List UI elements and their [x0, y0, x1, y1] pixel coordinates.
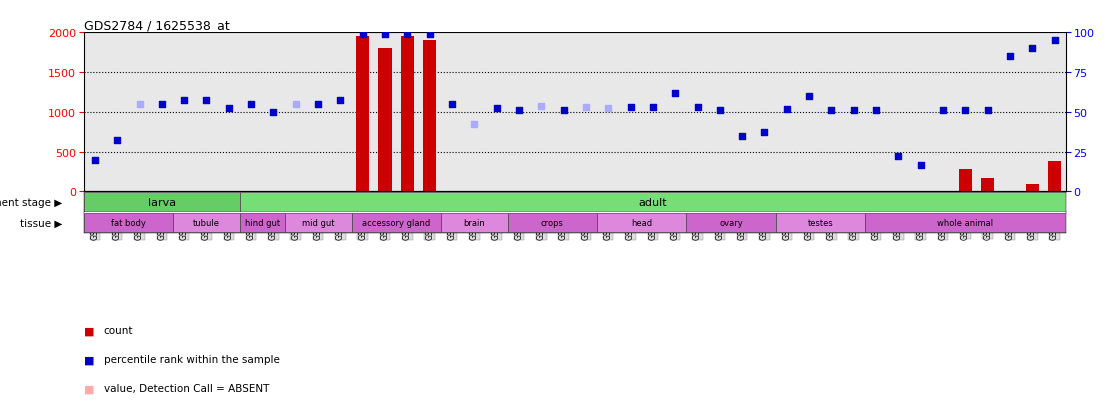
Point — [131, 101, 148, 108]
Point — [264, 109, 282, 116]
Text: whole animal: whole animal — [937, 218, 993, 228]
Point — [510, 108, 528, 114]
Bar — [686, 213, 776, 233]
Point — [956, 108, 974, 114]
Text: accessory gland: accessory gland — [362, 218, 431, 228]
Bar — [84, 192, 240, 212]
Bar — [240, 213, 285, 233]
Text: ■: ■ — [84, 325, 94, 335]
Text: development stage ▶: development stage ▶ — [0, 197, 62, 207]
Point — [443, 101, 461, 108]
Point — [644, 104, 662, 111]
Text: larva: larva — [147, 197, 176, 207]
Text: ■: ■ — [84, 354, 94, 364]
Text: tubule: tubule — [193, 218, 220, 228]
Point — [532, 104, 550, 110]
Point — [867, 108, 885, 114]
Bar — [423, 41, 436, 192]
Point — [287, 101, 305, 108]
Point — [376, 31, 394, 38]
Point — [689, 104, 706, 111]
Bar — [378, 49, 392, 192]
Text: percentile rank within the sample: percentile rank within the sample — [104, 354, 280, 364]
Point — [108, 137, 126, 144]
Bar — [981, 178, 994, 192]
Point — [309, 101, 327, 108]
Bar — [441, 213, 508, 233]
Point — [555, 108, 573, 114]
Bar — [356, 37, 369, 192]
Point — [1046, 38, 1064, 44]
Bar — [84, 213, 173, 233]
Bar — [597, 213, 686, 233]
Bar — [240, 192, 1066, 212]
Text: count: count — [104, 325, 133, 335]
Text: hind gut: hind gut — [244, 218, 280, 228]
Bar — [508, 213, 597, 233]
Point — [398, 31, 416, 38]
Point — [242, 101, 260, 108]
Bar — [1048, 162, 1061, 192]
Bar — [352, 213, 441, 233]
Point — [711, 108, 729, 114]
Text: head: head — [632, 218, 652, 228]
Point — [889, 153, 907, 159]
Bar — [959, 170, 972, 192]
Bar — [865, 213, 1066, 233]
Point — [800, 93, 818, 100]
Point — [1023, 45, 1041, 52]
Point — [822, 108, 840, 114]
Text: fat body: fat body — [110, 218, 146, 228]
Point — [153, 101, 171, 108]
Bar — [401, 37, 414, 192]
Bar — [173, 213, 240, 233]
Point — [465, 121, 483, 128]
Bar — [1026, 184, 1039, 192]
Bar — [285, 213, 352, 233]
Text: adult: adult — [638, 197, 667, 207]
Point — [331, 97, 349, 104]
Text: brain: brain — [463, 218, 485, 228]
Text: ■: ■ — [84, 383, 94, 393]
Point — [934, 108, 952, 114]
Point — [756, 129, 773, 136]
Point — [599, 105, 617, 112]
Point — [198, 97, 215, 104]
Point — [175, 97, 193, 104]
Point — [220, 105, 238, 112]
Bar — [776, 213, 865, 233]
Point — [1001, 54, 1019, 60]
Point — [354, 31, 372, 38]
Point — [86, 157, 104, 164]
Point — [845, 108, 863, 114]
Text: ovary: ovary — [719, 218, 743, 228]
Text: rank, Detection Call = ABSENT: rank, Detection Call = ABSENT — [104, 412, 264, 413]
Text: testes: testes — [807, 218, 834, 228]
Text: crops: crops — [541, 218, 564, 228]
Point — [666, 91, 684, 97]
Text: value, Detection Call = ABSENT: value, Detection Call = ABSENT — [104, 383, 269, 393]
Text: mid gut: mid gut — [301, 218, 335, 228]
Point — [421, 31, 439, 38]
Point — [622, 104, 639, 111]
Text: ■: ■ — [84, 412, 94, 413]
Point — [778, 107, 796, 114]
Point — [912, 162, 930, 169]
Point — [488, 105, 506, 112]
Text: GDS2784 / 1625538_at: GDS2784 / 1625538_at — [84, 19, 230, 32]
Text: tissue ▶: tissue ▶ — [20, 218, 62, 228]
Point — [733, 133, 751, 140]
Point — [979, 108, 997, 114]
Point — [577, 104, 595, 111]
